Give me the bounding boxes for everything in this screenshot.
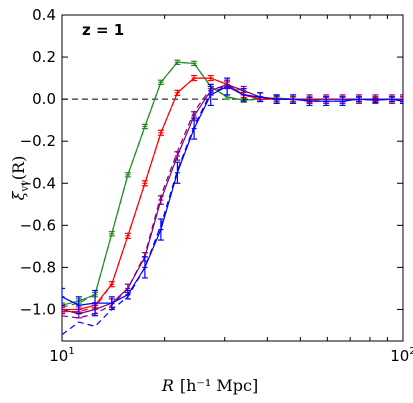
y-tick-labels: 0.4 0.2 0.0 −0.2 −0.4 −0.6 −0.8 −1.0 [20,6,56,318]
x-tick-exponent: 2 [409,346,413,357]
y-tick-label: −0.6 [20,216,56,234]
x-tick-base: 10 [49,347,68,365]
series-3 [62,77,403,336]
axis-ticks [62,14,403,341]
series-dashed-line [62,85,403,319]
x-tick-label: 102 [390,346,413,365]
x-axis-label-unit: [h⁻¹ Mpc] [180,376,258,395]
y-tick-label: −0.8 [20,258,56,276]
y-axis-label-tail: (R) [9,156,28,181]
x-tick-exponent: 1 [68,346,74,357]
series-1 [62,74,403,313]
series-0 [62,59,403,308]
series-dashed-line [62,85,403,336]
y-tick-label: 0.4 [32,6,56,24]
y-axis-label-main: ξ [9,190,28,200]
y-tick-label: 0.2 [32,48,56,66]
plot-frame [61,14,404,342]
series-dashed-line [62,77,403,313]
x-axis-label-var: R [161,376,174,395]
series-line [62,83,403,315]
series-line [62,77,403,311]
y-tick-label: 0.0 [32,90,56,108]
series-line [62,85,403,306]
y-tick-label: −0.2 [20,132,56,150]
y-axis-label-sub: vv [20,180,31,193]
x-tick-label: 101 [49,346,74,365]
redshift-annotation: z = 1 [82,21,124,39]
x-tick-labels: 101 102 [49,346,413,365]
y-tick-label: −0.4 [20,174,56,192]
x-axis-label: R [h⁻¹ Mpc] [161,376,258,395]
y-axis-label: ξvv(R) [9,156,31,201]
x-tick-base: 10 [390,347,409,365]
y-tick-label: −1.0 [20,300,56,318]
series-layer [62,59,403,336]
